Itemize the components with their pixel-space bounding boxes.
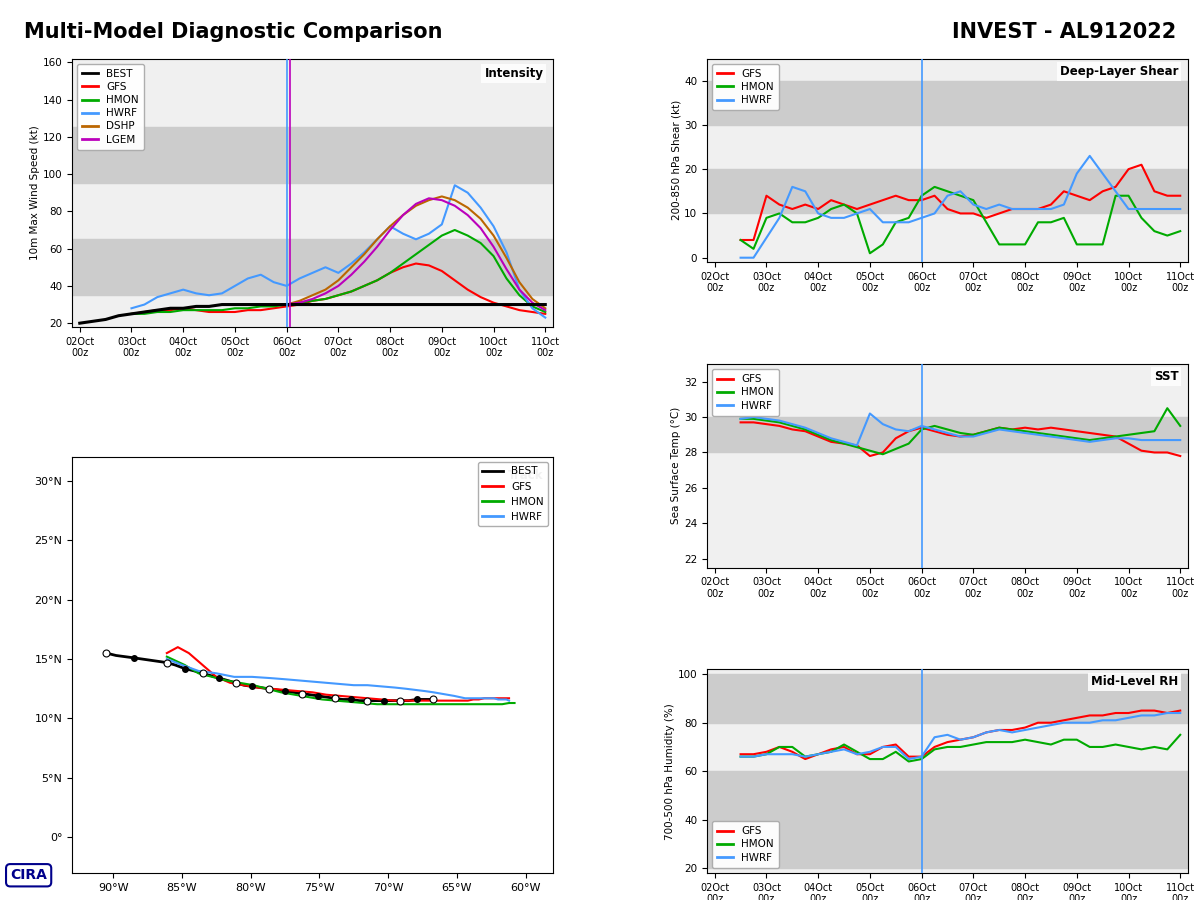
Bar — [707, 771, 1188, 868]
Y-axis label: 700-500 hPa Humidity (%): 700-500 hPa Humidity (%) — [665, 703, 674, 840]
Bar — [707, 417, 1188, 453]
Text: Intensity: Intensity — [485, 67, 544, 79]
Legend: GFS, HMON, HWRF: GFS, HMON, HWRF — [712, 369, 779, 416]
Text: INVEST - AL912022: INVEST - AL912022 — [952, 22, 1176, 42]
Bar — [707, 674, 1188, 723]
Legend: GFS, HMON, HWRF: GFS, HMON, HWRF — [712, 821, 779, 868]
Y-axis label: Sea Surface Temp (°C): Sea Surface Temp (°C) — [671, 407, 682, 525]
Legend: GFS, HMON, HWRF: GFS, HMON, HWRF — [712, 64, 779, 111]
Legend: BEST, GFS, HMON, HWRF: BEST, GFS, HMON, HWRF — [478, 463, 548, 526]
Text: Track: Track — [508, 470, 544, 482]
Bar — [72, 128, 553, 184]
Text: Multi-Model Diagnostic Comparison: Multi-Model Diagnostic Comparison — [24, 22, 443, 42]
Bar — [72, 239, 553, 295]
Text: CIRA: CIRA — [10, 868, 47, 882]
Y-axis label: 10m Max Wind Speed (kt): 10m Max Wind Speed (kt) — [30, 125, 40, 260]
Legend: BEST, GFS, HMON, HWRF, DSHP, LGEM: BEST, GFS, HMON, HWRF, DSHP, LGEM — [77, 64, 144, 149]
Bar — [707, 169, 1188, 213]
Bar — [707, 81, 1188, 125]
Text: SST: SST — [1153, 370, 1178, 383]
Text: Mid-Level RH: Mid-Level RH — [1091, 676, 1178, 688]
Text: Deep-Layer Shear: Deep-Layer Shear — [1060, 65, 1178, 77]
Y-axis label: 200-850 hPa Shear (kt): 200-850 hPa Shear (kt) — [671, 100, 682, 220]
